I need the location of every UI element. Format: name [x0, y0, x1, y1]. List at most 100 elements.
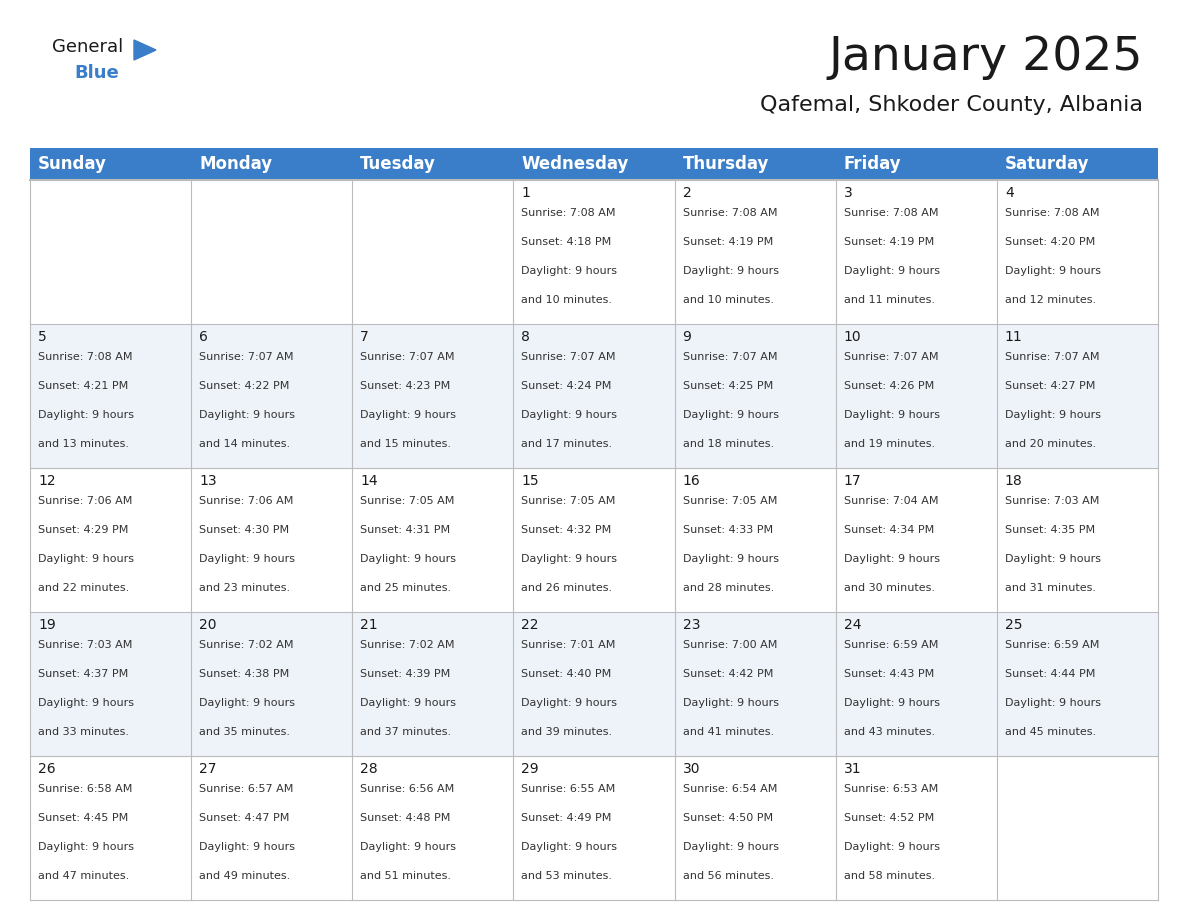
Text: 11: 11: [1005, 330, 1023, 344]
Text: 31: 31: [843, 762, 861, 776]
Text: and 30 minutes.: and 30 minutes.: [843, 583, 935, 593]
Bar: [30, 612, 191, 756]
Text: Sunrise: 7:03 AM: Sunrise: 7:03 AM: [1005, 496, 1099, 506]
Text: Daylight: 9 hours: Daylight: 9 hours: [200, 698, 295, 708]
Bar: [835, 612, 997, 756]
Text: Sunrise: 6:59 AM: Sunrise: 6:59 AM: [1005, 640, 1099, 650]
Text: Daylight: 9 hours: Daylight: 9 hours: [683, 266, 778, 276]
Text: and 58 minutes.: and 58 minutes.: [843, 871, 935, 881]
Text: Sunset: 4:30 PM: Sunset: 4:30 PM: [200, 525, 289, 535]
Text: Thursday: Thursday: [683, 155, 769, 173]
Bar: [353, 180, 513, 324]
Text: Daylight: 9 hours: Daylight: 9 hours: [522, 554, 618, 564]
Text: Sunrise: 7:08 AM: Sunrise: 7:08 AM: [683, 208, 777, 218]
Bar: [675, 756, 835, 900]
Text: Daylight: 9 hours: Daylight: 9 hours: [683, 842, 778, 852]
Text: Monday: Monday: [200, 155, 272, 173]
Text: and 22 minutes.: and 22 minutes.: [38, 583, 129, 593]
Text: Sunset: 4:42 PM: Sunset: 4:42 PM: [683, 669, 773, 679]
Text: and 35 minutes.: and 35 minutes.: [200, 727, 290, 737]
Text: 16: 16: [683, 474, 700, 488]
Bar: [835, 180, 997, 324]
Text: Daylight: 9 hours: Daylight: 9 hours: [683, 698, 778, 708]
Bar: [835, 148, 997, 180]
Text: Sunrise: 7:04 AM: Sunrise: 7:04 AM: [843, 496, 939, 506]
Bar: [191, 180, 353, 324]
Text: and 56 minutes.: and 56 minutes.: [683, 871, 773, 881]
Text: and 19 minutes.: and 19 minutes.: [843, 439, 935, 449]
Text: Sunset: 4:27 PM: Sunset: 4:27 PM: [1005, 381, 1095, 391]
Text: Friday: Friday: [843, 155, 902, 173]
Bar: [353, 756, 513, 900]
Text: Sunset: 4:39 PM: Sunset: 4:39 PM: [360, 669, 450, 679]
Text: 21: 21: [360, 618, 378, 632]
Text: Sunrise: 7:02 AM: Sunrise: 7:02 AM: [360, 640, 455, 650]
Text: Sunset: 4:50 PM: Sunset: 4:50 PM: [683, 813, 772, 823]
Bar: [675, 324, 835, 468]
Polygon shape: [134, 40, 156, 60]
Text: and 11 minutes.: and 11 minutes.: [843, 295, 935, 305]
Text: Sunset: 4:26 PM: Sunset: 4:26 PM: [843, 381, 934, 391]
Text: 25: 25: [1005, 618, 1023, 632]
Bar: [191, 148, 353, 180]
Text: Sunrise: 7:03 AM: Sunrise: 7:03 AM: [38, 640, 132, 650]
Text: and 37 minutes.: and 37 minutes.: [360, 727, 451, 737]
Text: Sunrise: 7:07 AM: Sunrise: 7:07 AM: [683, 352, 777, 362]
Bar: [191, 756, 353, 900]
Text: Sunrise: 6:58 AM: Sunrise: 6:58 AM: [38, 784, 132, 794]
Text: 1: 1: [522, 186, 530, 200]
Text: Sunrise: 6:56 AM: Sunrise: 6:56 AM: [360, 784, 455, 794]
Text: Daylight: 9 hours: Daylight: 9 hours: [200, 842, 295, 852]
Bar: [997, 324, 1158, 468]
Text: Daylight: 9 hours: Daylight: 9 hours: [200, 554, 295, 564]
Text: Sunset: 4:20 PM: Sunset: 4:20 PM: [1005, 237, 1095, 247]
Text: Sunrise: 6:55 AM: Sunrise: 6:55 AM: [522, 784, 615, 794]
Text: Sunset: 4:52 PM: Sunset: 4:52 PM: [843, 813, 934, 823]
Text: Sunset: 4:37 PM: Sunset: 4:37 PM: [38, 669, 128, 679]
Text: Tuesday: Tuesday: [360, 155, 436, 173]
Text: Daylight: 9 hours: Daylight: 9 hours: [843, 410, 940, 420]
Text: 9: 9: [683, 330, 691, 344]
Bar: [513, 612, 675, 756]
Text: Sunset: 4:29 PM: Sunset: 4:29 PM: [38, 525, 128, 535]
Text: Sunset: 4:35 PM: Sunset: 4:35 PM: [1005, 525, 1095, 535]
Text: 18: 18: [1005, 474, 1023, 488]
Bar: [513, 180, 675, 324]
Bar: [353, 148, 513, 180]
Text: 27: 27: [200, 762, 216, 776]
Text: Sunset: 4:47 PM: Sunset: 4:47 PM: [200, 813, 290, 823]
Text: Sunrise: 7:07 AM: Sunrise: 7:07 AM: [360, 352, 455, 362]
Text: Daylight: 9 hours: Daylight: 9 hours: [843, 266, 940, 276]
Text: and 13 minutes.: and 13 minutes.: [38, 439, 129, 449]
Text: 3: 3: [843, 186, 853, 200]
Text: Sunrise: 6:53 AM: Sunrise: 6:53 AM: [843, 784, 939, 794]
Text: Sunrise: 6:57 AM: Sunrise: 6:57 AM: [200, 784, 293, 794]
Bar: [353, 324, 513, 468]
Text: Sunset: 4:19 PM: Sunset: 4:19 PM: [843, 237, 934, 247]
Bar: [30, 756, 191, 900]
Text: Sunset: 4:45 PM: Sunset: 4:45 PM: [38, 813, 128, 823]
Text: Qafemal, Shkoder County, Albania: Qafemal, Shkoder County, Albania: [760, 95, 1143, 115]
Text: Daylight: 9 hours: Daylight: 9 hours: [843, 554, 940, 564]
Text: Daylight: 9 hours: Daylight: 9 hours: [1005, 698, 1101, 708]
Bar: [30, 324, 191, 468]
Text: 10: 10: [843, 330, 861, 344]
Bar: [513, 148, 675, 180]
Text: 20: 20: [200, 618, 216, 632]
Text: Sunrise: 7:08 AM: Sunrise: 7:08 AM: [38, 352, 133, 362]
Text: and 28 minutes.: and 28 minutes.: [683, 583, 773, 593]
Text: 12: 12: [38, 474, 56, 488]
Text: Sunrise: 7:07 AM: Sunrise: 7:07 AM: [200, 352, 293, 362]
Text: Sunrise: 7:05 AM: Sunrise: 7:05 AM: [522, 496, 615, 506]
Text: and 41 minutes.: and 41 minutes.: [683, 727, 773, 737]
Bar: [997, 612, 1158, 756]
Bar: [30, 148, 191, 180]
Text: and 47 minutes.: and 47 minutes.: [38, 871, 129, 881]
Text: Sunrise: 7:02 AM: Sunrise: 7:02 AM: [200, 640, 293, 650]
Text: 2: 2: [683, 186, 691, 200]
Bar: [513, 756, 675, 900]
Text: Sunrise: 7:05 AM: Sunrise: 7:05 AM: [683, 496, 777, 506]
Text: Sunset: 4:33 PM: Sunset: 4:33 PM: [683, 525, 772, 535]
Text: Daylight: 9 hours: Daylight: 9 hours: [843, 698, 940, 708]
Text: 5: 5: [38, 330, 46, 344]
